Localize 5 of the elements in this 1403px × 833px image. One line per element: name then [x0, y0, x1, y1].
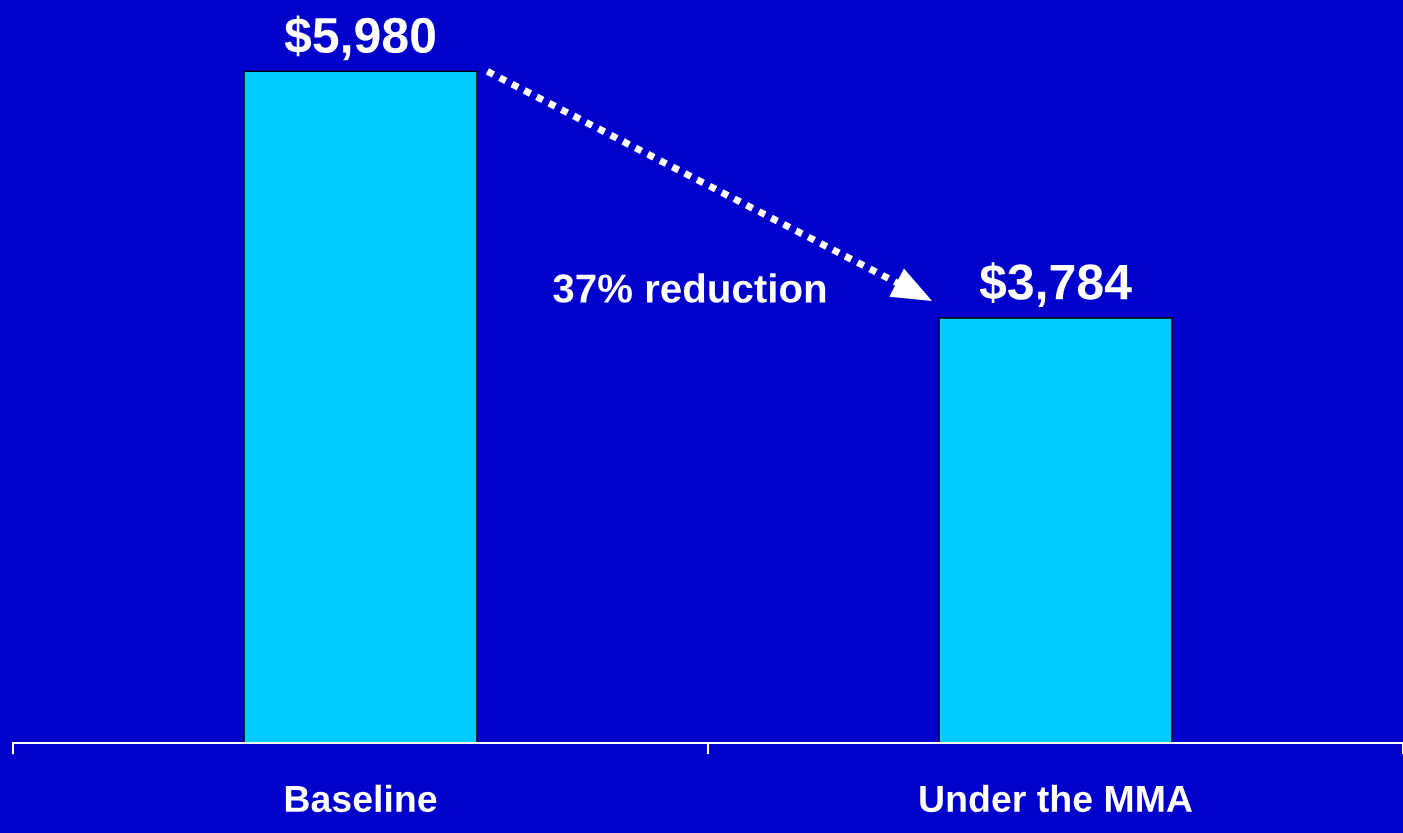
data-label: $3,784 — [979, 262, 1132, 308]
data-label: $5,980 — [284, 15, 435, 61]
x-tick-label: Under the MMA — [920, 784, 1193, 813]
x-tick-label: Baseline — [285, 784, 437, 813]
annotation: 37% reduction — [553, 273, 826, 303]
